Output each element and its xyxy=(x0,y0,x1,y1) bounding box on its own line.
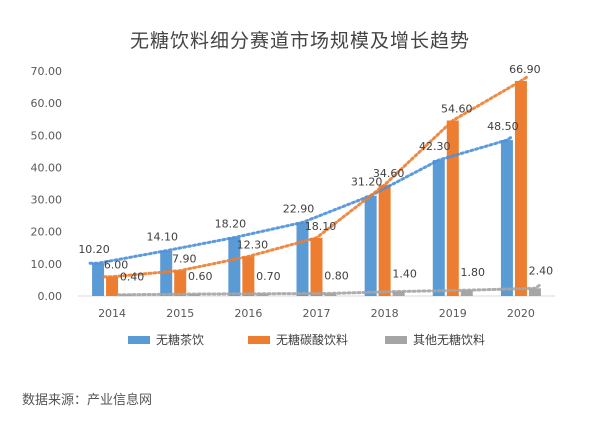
bar xyxy=(514,80,527,296)
x-tick-label: 2020 xyxy=(507,307,535,320)
x-tick-label: 2015 xyxy=(166,307,194,320)
data-label: 0.40 xyxy=(120,271,145,284)
bar xyxy=(296,222,309,296)
data-label: 0.80 xyxy=(324,269,349,282)
legend-swatch xyxy=(128,336,150,344)
bar xyxy=(500,140,513,296)
bar xyxy=(392,291,405,296)
bar xyxy=(460,290,473,296)
data-label: 18.10 xyxy=(305,220,337,233)
data-label: 1.80 xyxy=(461,266,486,279)
legend-label: 其他无糖饮料 xyxy=(413,332,485,347)
bar xyxy=(378,184,391,296)
data-label: 31.20 xyxy=(351,176,383,189)
trendline xyxy=(88,134,515,265)
x-tick-label: 2014 xyxy=(98,307,126,320)
data-label: 2.40 xyxy=(529,264,554,277)
bar xyxy=(242,256,255,296)
data-label: 48.50 xyxy=(487,120,519,133)
data-label: 1.40 xyxy=(392,268,417,281)
data-label: 0.60 xyxy=(188,270,213,283)
bar xyxy=(310,237,323,296)
data-label: 34.60 xyxy=(373,167,405,180)
y-tick-label: 60.00 xyxy=(31,97,63,110)
bar xyxy=(528,288,541,296)
y-tick-label: 70.00 xyxy=(31,65,63,78)
bar xyxy=(364,195,377,296)
bar xyxy=(174,270,187,296)
data-label: 0.70 xyxy=(256,270,281,283)
x-tick-label: 2019 xyxy=(439,307,467,320)
legend-swatch xyxy=(385,336,407,344)
y-tick-label: 40.00 xyxy=(31,161,63,174)
x-tick-label: 2017 xyxy=(303,307,331,320)
x-tick-label: 2018 xyxy=(371,307,399,320)
bar xyxy=(228,237,241,296)
trendline xyxy=(102,75,529,279)
y-tick-label: 50.00 xyxy=(31,129,63,142)
data-label: 10.20 xyxy=(78,243,110,256)
trendline xyxy=(116,282,543,297)
legend-label: 无糖碳酸饮料 xyxy=(276,332,348,347)
bar xyxy=(106,276,119,296)
y-tick-label: 30.00 xyxy=(31,194,63,207)
legend-swatch xyxy=(248,336,270,344)
source-note: 数据来源：产业信息网 xyxy=(22,393,153,408)
legend-label: 无糖茶饮 xyxy=(156,332,204,347)
data-label: 7.90 xyxy=(172,253,197,266)
chart-title: 无糖饮料细分赛道市场规模及增长趋势 xyxy=(129,30,470,52)
bar xyxy=(432,160,445,296)
data-label: 12.30 xyxy=(237,238,269,251)
data-label: 18.20 xyxy=(215,218,247,231)
bar xyxy=(92,263,105,296)
x-tick-label: 2016 xyxy=(234,307,262,320)
data-label: 54.60 xyxy=(441,103,473,116)
y-tick-label: 20.00 xyxy=(31,226,63,239)
data-label: 22.90 xyxy=(283,202,315,215)
y-tick-label: 0.00 xyxy=(38,290,63,303)
data-label: 42.30 xyxy=(419,140,451,153)
data-label: 14.10 xyxy=(146,231,178,244)
y-tick-label: 10.00 xyxy=(31,258,63,271)
bar xyxy=(446,120,459,296)
data-label: 66.90 xyxy=(509,63,541,76)
data-label: 6.00 xyxy=(104,259,129,272)
